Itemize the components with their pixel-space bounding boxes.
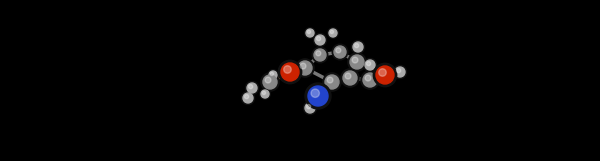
Circle shape xyxy=(245,95,249,99)
Circle shape xyxy=(343,71,357,85)
Circle shape xyxy=(304,101,317,114)
Circle shape xyxy=(330,30,334,33)
Circle shape xyxy=(298,61,312,75)
Circle shape xyxy=(327,77,333,83)
Circle shape xyxy=(243,93,253,103)
Circle shape xyxy=(307,104,311,109)
Circle shape xyxy=(348,53,366,71)
Circle shape xyxy=(263,75,277,89)
Circle shape xyxy=(395,67,405,77)
Circle shape xyxy=(352,57,358,63)
Circle shape xyxy=(265,77,271,83)
Circle shape xyxy=(364,58,377,71)
Circle shape xyxy=(379,69,386,76)
Circle shape xyxy=(345,73,351,79)
Circle shape xyxy=(262,91,266,95)
Circle shape xyxy=(323,73,341,91)
Circle shape xyxy=(278,60,302,84)
Circle shape xyxy=(247,83,257,93)
Circle shape xyxy=(376,66,394,84)
Circle shape xyxy=(367,62,371,66)
Circle shape xyxy=(332,44,348,60)
Circle shape xyxy=(311,89,319,97)
Circle shape xyxy=(261,90,269,98)
Circle shape xyxy=(325,75,339,89)
Circle shape xyxy=(341,69,359,87)
Circle shape xyxy=(328,28,338,38)
Circle shape xyxy=(314,33,326,47)
Circle shape xyxy=(306,29,314,37)
Circle shape xyxy=(317,37,321,41)
Circle shape xyxy=(268,70,278,80)
Circle shape xyxy=(305,103,315,113)
Circle shape xyxy=(241,91,254,104)
Circle shape xyxy=(397,68,401,73)
Circle shape xyxy=(365,75,371,81)
Circle shape xyxy=(305,83,331,109)
Circle shape xyxy=(361,71,379,89)
Circle shape xyxy=(270,72,274,76)
Circle shape xyxy=(329,29,337,37)
Circle shape xyxy=(307,30,311,33)
Circle shape xyxy=(314,49,326,61)
Circle shape xyxy=(269,71,277,79)
Circle shape xyxy=(312,47,328,63)
Circle shape xyxy=(365,60,375,70)
Circle shape xyxy=(308,86,328,106)
Circle shape xyxy=(281,63,299,81)
Circle shape xyxy=(261,73,279,91)
Circle shape xyxy=(336,48,341,53)
Circle shape xyxy=(305,28,315,38)
Circle shape xyxy=(245,81,259,95)
Circle shape xyxy=(315,35,325,45)
Circle shape xyxy=(394,66,407,79)
Circle shape xyxy=(300,63,306,69)
Circle shape xyxy=(352,41,365,53)
Circle shape xyxy=(296,59,314,77)
Circle shape xyxy=(260,89,270,99)
Circle shape xyxy=(248,85,253,89)
Circle shape xyxy=(334,46,346,58)
Circle shape xyxy=(350,55,364,69)
Circle shape xyxy=(316,51,321,56)
Circle shape xyxy=(363,73,377,87)
Circle shape xyxy=(353,42,363,52)
Circle shape xyxy=(355,43,359,48)
Circle shape xyxy=(373,63,397,87)
Circle shape xyxy=(284,66,291,73)
